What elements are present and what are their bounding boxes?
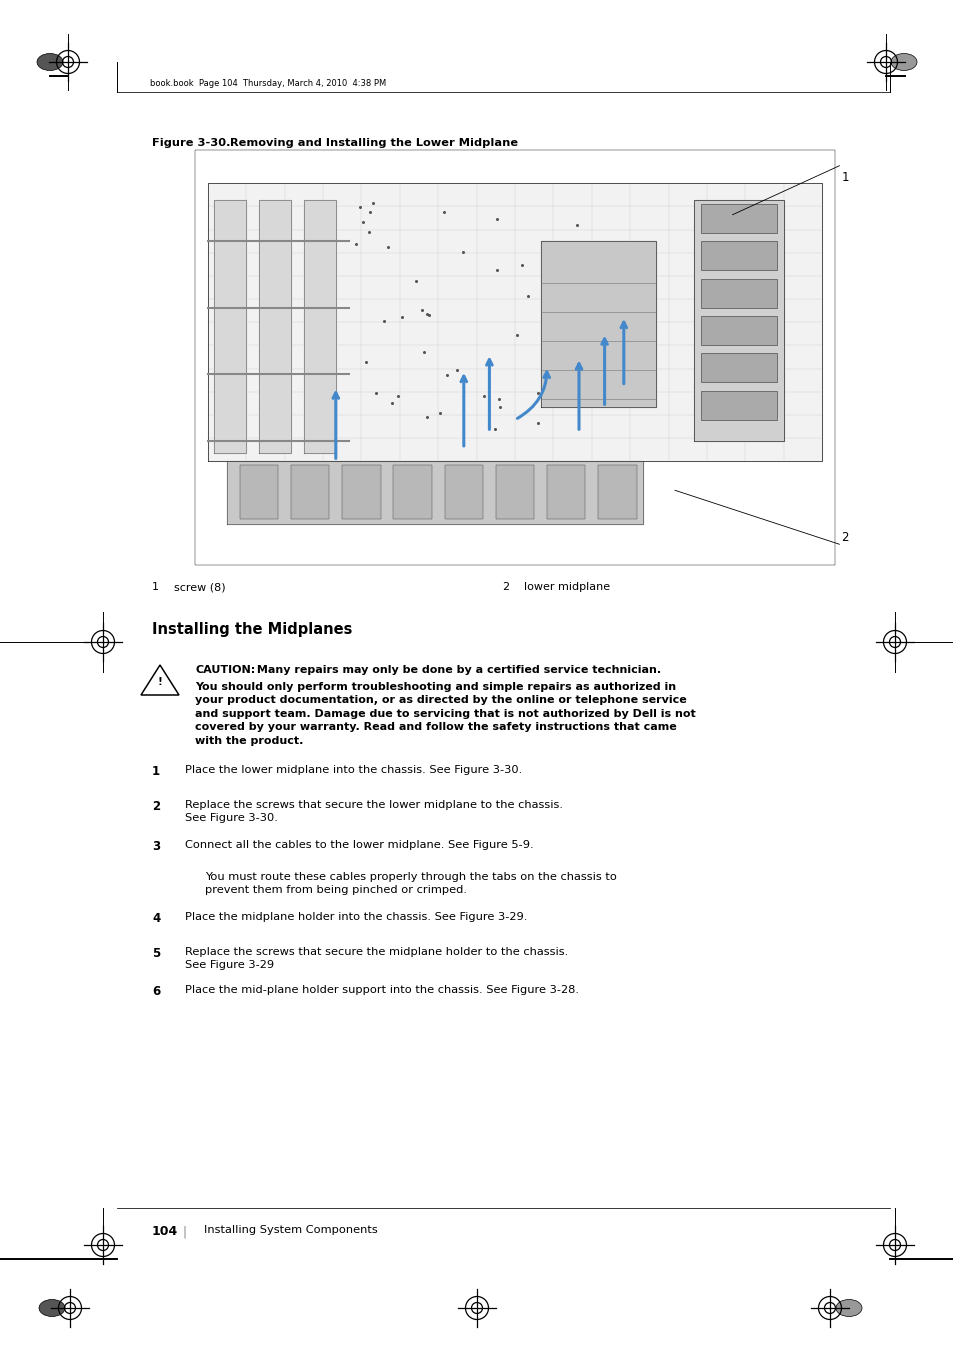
Ellipse shape — [890, 54, 916, 70]
Text: 2: 2 — [841, 532, 848, 544]
FancyBboxPatch shape — [496, 466, 534, 520]
Text: You must route these cables properly through the tabs on the chassis to
prevent : You must route these cables properly thr… — [205, 872, 617, 895]
Text: 4: 4 — [152, 913, 160, 925]
FancyBboxPatch shape — [194, 150, 834, 566]
FancyBboxPatch shape — [444, 466, 482, 520]
Text: 1: 1 — [152, 765, 160, 778]
Ellipse shape — [37, 54, 63, 70]
Polygon shape — [214, 200, 246, 454]
Text: book.book  Page 104  Thursday, March 4, 2010  4:38 PM: book.book Page 104 Thursday, March 4, 20… — [150, 80, 386, 89]
FancyBboxPatch shape — [239, 466, 278, 520]
Text: 2: 2 — [501, 582, 509, 593]
Text: CAUTION:: CAUTION: — [194, 666, 255, 675]
Text: 2: 2 — [152, 801, 160, 813]
Polygon shape — [227, 462, 642, 524]
Text: Replace the screws that secure the midplane holder to the chassis.
See Figure 3-: Replace the screws that secure the midpl… — [185, 946, 568, 971]
Text: Connect all the cables to the lower midplane. See Figure 5-9.: Connect all the cables to the lower midp… — [185, 840, 533, 850]
Text: Replace the screws that secure the lower midplane to the chassis.
See Figure 3-3: Replace the screws that secure the lower… — [185, 801, 562, 824]
Polygon shape — [303, 200, 335, 454]
FancyBboxPatch shape — [393, 466, 432, 520]
FancyBboxPatch shape — [700, 204, 777, 234]
Text: 1: 1 — [841, 170, 848, 184]
Text: 5: 5 — [152, 946, 160, 960]
FancyBboxPatch shape — [700, 278, 777, 308]
FancyBboxPatch shape — [700, 316, 777, 346]
Text: |: | — [182, 1224, 186, 1238]
Text: 3: 3 — [152, 840, 160, 853]
Text: Many repairs may only be done by a certified service technician.: Many repairs may only be done by a certi… — [253, 666, 660, 675]
Polygon shape — [694, 200, 783, 440]
FancyBboxPatch shape — [700, 390, 777, 420]
Text: 1: 1 — [152, 582, 159, 593]
FancyBboxPatch shape — [598, 466, 636, 520]
Text: Place the lower midplane into the chassis. See Figure 3-30.: Place the lower midplane into the chassi… — [185, 765, 521, 775]
FancyBboxPatch shape — [546, 466, 585, 520]
Text: Place the midplane holder into the chassis. See Figure 3-29.: Place the midplane holder into the chass… — [185, 913, 527, 922]
Text: !: ! — [157, 676, 162, 687]
Text: Installing the Midplanes: Installing the Midplanes — [152, 622, 352, 637]
Polygon shape — [258, 200, 291, 454]
FancyBboxPatch shape — [700, 242, 777, 270]
Text: Installing System Components: Installing System Components — [204, 1224, 377, 1235]
Text: You should only perform troubleshooting and simple repairs as authorized in
your: You should only perform troubleshooting … — [194, 682, 695, 747]
FancyBboxPatch shape — [700, 354, 777, 382]
Text: screw (8): screw (8) — [173, 582, 226, 593]
Text: Removing and Installing the Lower Midplane: Removing and Installing the Lower Midpla… — [213, 138, 517, 148]
FancyBboxPatch shape — [342, 466, 380, 520]
FancyBboxPatch shape — [291, 466, 329, 520]
Text: 6: 6 — [152, 986, 160, 998]
Text: 104: 104 — [152, 1224, 178, 1238]
Text: Figure 3-30.: Figure 3-30. — [152, 138, 231, 148]
Polygon shape — [208, 184, 821, 462]
Text: Place the mid-plane holder support into the chassis. See Figure 3-28.: Place the mid-plane holder support into … — [185, 986, 578, 995]
Ellipse shape — [835, 1300, 862, 1316]
Text: lower midplane: lower midplane — [523, 582, 610, 593]
Ellipse shape — [39, 1300, 65, 1316]
Polygon shape — [540, 242, 655, 408]
